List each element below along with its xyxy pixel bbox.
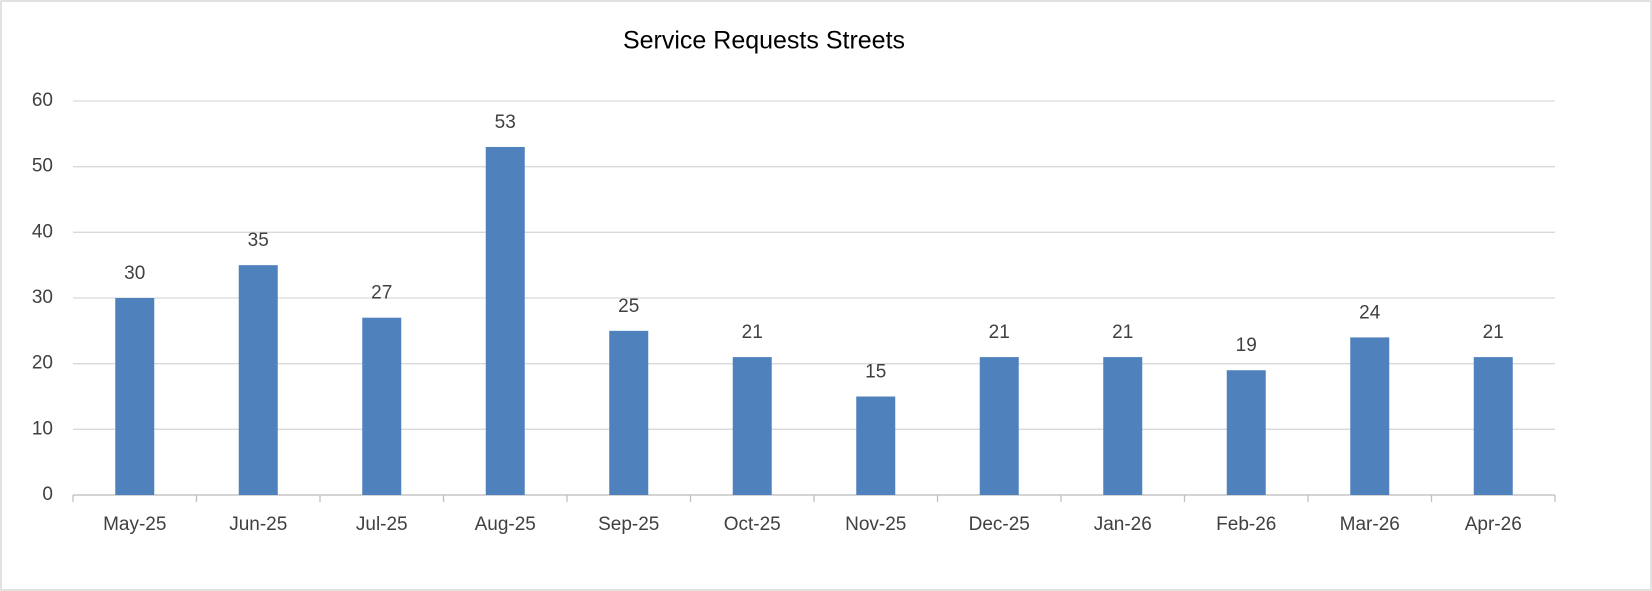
data-label: 53 <box>495 112 516 133</box>
bar <box>362 317 402 495</box>
bar <box>1226 370 1266 495</box>
data-label: 27 <box>371 283 392 304</box>
x-tick-label: Mar-26 <box>1340 514 1400 535</box>
data-label: 30 <box>124 263 145 284</box>
bar <box>1473 357 1513 495</box>
x-tick-label: Jul-25 <box>356 514 408 535</box>
x-tick-label: May-25 <box>103 514 166 535</box>
bar <box>1103 357 1143 495</box>
bar <box>238 265 278 495</box>
x-tick-label: Dec-25 <box>969 514 1030 535</box>
x-tick-label: Oct-25 <box>724 514 781 535</box>
x-tick-label: Nov-25 <box>845 514 906 535</box>
bar <box>115 298 155 495</box>
y-tick-label: 40 <box>32 221 53 242</box>
bar <box>1350 337 1390 495</box>
y-tick-label: 50 <box>32 156 53 177</box>
y-tick-label: 60 <box>32 90 53 111</box>
x-tick-label: Jun-25 <box>229 514 287 535</box>
data-label: 19 <box>1236 335 1257 356</box>
bar <box>856 396 896 495</box>
data-label: 25 <box>618 296 639 317</box>
data-label: 15 <box>865 362 886 383</box>
bar <box>485 146 525 495</box>
x-tick-label: Aug-25 <box>475 514 536 535</box>
data-label: 21 <box>742 322 763 343</box>
data-label: 21 <box>989 322 1010 343</box>
data-label: 21 <box>1112 322 1133 343</box>
bar <box>979 357 1019 495</box>
bar <box>609 330 649 495</box>
y-tick-label: 10 <box>32 418 53 439</box>
y-tick-label: 0 <box>42 484 53 505</box>
data-label: 21 <box>1483 322 1504 343</box>
y-tick-label: 20 <box>32 353 53 374</box>
data-label: 24 <box>1359 302 1381 323</box>
x-tick-label: Feb-26 <box>1216 514 1276 535</box>
x-tick-label: Jan-26 <box>1094 514 1152 535</box>
chart-title: Service Requests Streets <box>623 27 905 55</box>
bar <box>732 357 772 495</box>
x-tick-label: Apr-26 <box>1465 514 1522 535</box>
x-tick-label: Sep-25 <box>598 514 659 535</box>
data-label: 35 <box>248 230 269 251</box>
y-tick-label: 30 <box>32 287 53 308</box>
